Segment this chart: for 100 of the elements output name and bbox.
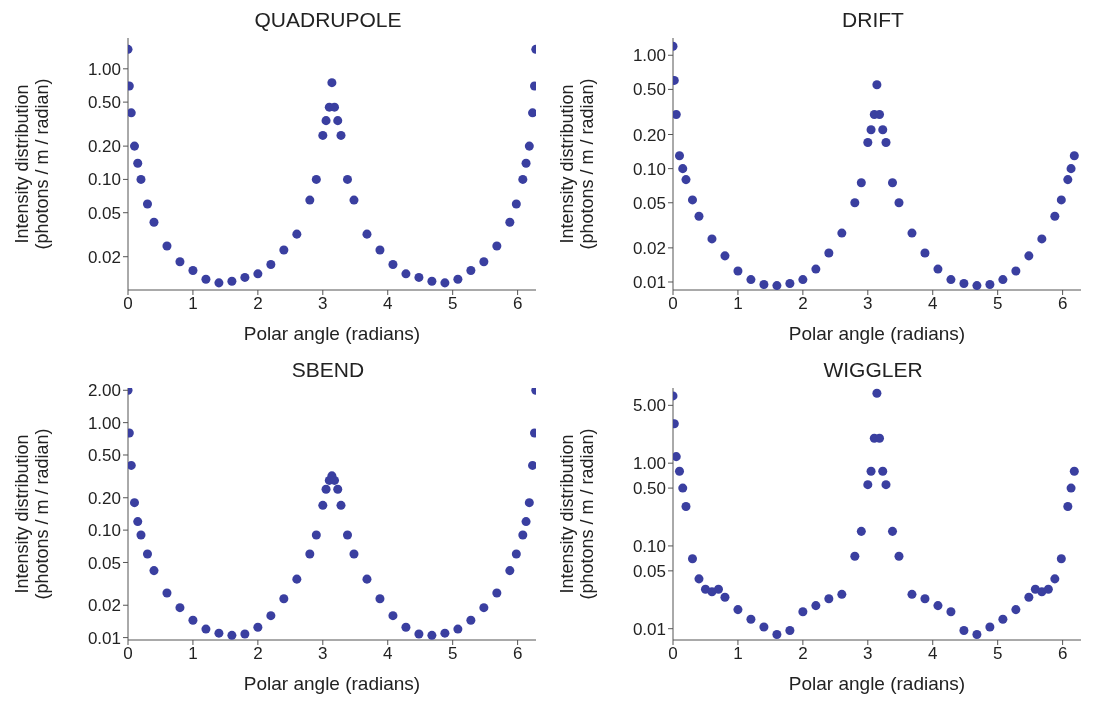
point [687,554,697,564]
point [362,229,372,239]
y-tick-label: 0.01 [632,619,666,639]
x-tick-label: 3 [863,644,873,664]
x-tick-label: 5 [992,644,1003,664]
point [318,500,328,510]
point [1024,251,1034,261]
y-tick-label: 0.50 [87,446,121,466]
point [336,130,346,140]
point [453,274,463,284]
point [321,484,331,494]
x-tick-label: 3 [863,294,873,314]
point [253,269,263,279]
y-tick-label: 0.10 [632,536,666,556]
point [1056,554,1066,564]
point [375,245,385,255]
y-tick-label: 0.05 [632,561,666,581]
point [479,257,489,267]
point [129,498,140,508]
point [492,241,502,251]
point [1011,605,1021,615]
point [759,280,769,290]
x-tick-label: 5 [992,294,1003,314]
y-tick-label: 1.00 [632,454,666,474]
chart-title: SBEND [291,358,365,381]
point [713,584,723,594]
y-tick-label: 0.01 [632,273,666,293]
point [342,530,352,540]
y-axis-title: Intensity distribution (photons / m / radian) [12,78,52,250]
point [837,228,847,238]
point [162,588,172,598]
point [511,199,521,209]
point [240,272,250,282]
y-axis-title: Intensity distribution (photons / m / radian) [12,428,52,600]
y-tick-label: 1.00 [632,46,666,66]
x-tick-label: 2 [253,294,263,314]
x-tick-label: 2 [253,644,263,664]
point [959,278,969,288]
point [866,466,876,476]
point [837,589,847,599]
point [920,248,930,258]
point [674,151,685,161]
point [175,603,185,613]
y-tick-label: 0.10 [632,159,666,179]
point [1069,466,1079,476]
point [673,110,681,120]
point [856,526,866,536]
point [227,276,237,286]
point [1043,584,1053,594]
point [327,78,337,88]
point [881,138,891,148]
x-axis-title: Polar angle (radians) [243,323,421,344]
point [673,452,681,462]
point [518,174,528,184]
x-tick-label: 6 [1057,644,1068,664]
point [427,276,437,286]
x-tick-label: 4 [383,644,393,664]
point [375,594,385,604]
point [401,269,411,279]
point [985,280,995,290]
x-axis-title: Polar angle (radians) [243,673,421,694]
point [528,108,536,118]
point [362,574,372,584]
point [811,264,821,274]
point [894,198,904,208]
point [279,245,289,255]
point [881,480,891,490]
x-tick-label: 1 [733,644,743,664]
point [720,592,730,602]
point [427,630,437,640]
y-tick-label: 0.20 [87,488,121,508]
point [694,211,704,221]
point [133,517,143,527]
y-tick-label: 0.02 [87,247,121,267]
point [920,594,930,604]
point [1050,211,1060,221]
point [1037,234,1047,244]
point [528,460,536,470]
y-tick-label: 0.05 [87,553,121,573]
x-tick-label: 0 [123,644,133,664]
point [1066,164,1076,174]
point [746,614,756,624]
point [266,611,276,621]
point [850,198,860,208]
point [492,588,502,598]
point [240,629,250,639]
x-tick-label: 0 [668,644,678,664]
point [824,248,834,258]
point [887,178,897,188]
point [292,229,302,239]
point [136,530,146,540]
point [1063,175,1073,185]
point [401,622,411,632]
x-axis-title: Polar angle (radians) [788,323,966,344]
point [687,195,697,205]
point [946,275,956,285]
point [959,626,969,636]
point [1063,501,1073,511]
chart-title: DRIFT [841,8,905,33]
point [521,517,531,527]
